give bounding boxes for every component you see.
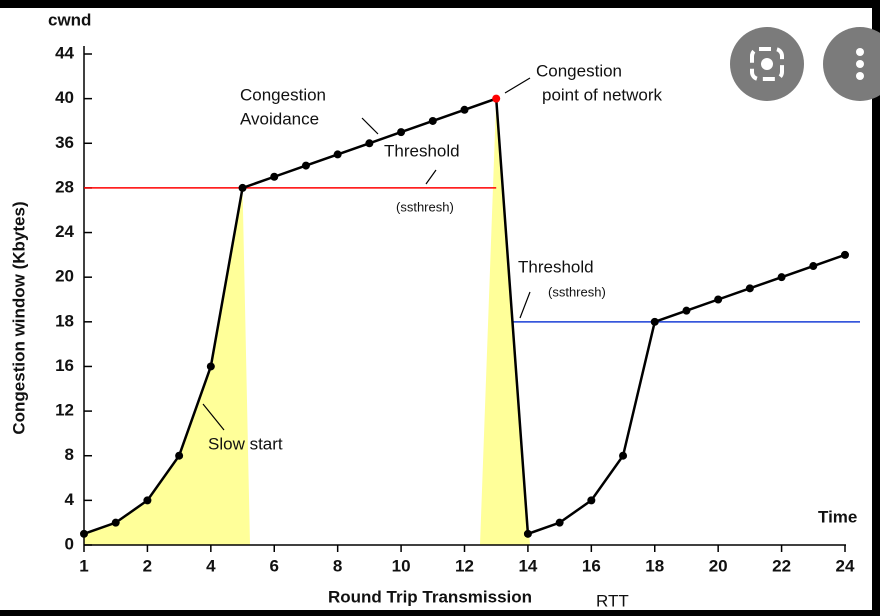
x-tick-label: 14 [518,556,537,575]
threshold-label: Threshold [384,141,460,160]
cwnd-point [301,161,310,170]
y-tick-label: 18 [55,311,74,330]
cwnd-point [777,273,786,282]
y-tick-label: 36 [55,133,74,152]
annotation: Congestion [240,85,326,104]
annotation-arrows [202,77,531,431]
y-label-top: cwnd [48,10,91,29]
x-tick-label: 6 [270,556,279,575]
drop-fill [480,98,530,546]
cwnd-point [365,139,374,148]
x-tick-label: 1 [79,556,88,575]
annotation: Slow start [208,434,283,453]
cwnd-point [714,295,723,304]
x-tick-label: 4 [206,556,216,575]
cwnd-point [428,116,437,125]
y-tick-label: 20 [55,267,74,286]
cwnd-point [809,262,818,271]
y-tick-label: 4 [65,490,75,509]
more-icon [856,48,864,80]
cwnd-point [682,306,691,315]
cwnd-point [492,94,501,103]
x-tick-label: 12 [455,556,474,575]
cwnd-point [745,284,754,293]
threshold-sublabel: (ssthresh) [548,284,606,299]
threshold-label: Threshold [518,257,594,276]
cwnd-point [619,451,628,460]
cwnd-point [333,150,342,159]
cwnd-point [460,105,469,114]
cwnd-point [143,496,152,505]
y-tick-label: 8 [65,445,74,464]
annotation: Congestion [536,61,622,80]
cwnd-point [841,250,849,259]
x-tick-label: 20 [709,556,728,575]
y-tick-label: 12 [55,401,74,420]
y-tick-label: 40 [55,88,74,107]
cwnd-point [111,518,120,527]
cwnd-point [206,362,215,371]
annotation: point of network [542,85,663,104]
x-tick-label: 8 [333,556,342,575]
cwnd-point [270,172,279,181]
y-tick-label: 44 [55,43,74,62]
x-tick-label: 24 [836,556,855,575]
lens-icon-dot [761,58,773,70]
x-tick-label: 2 [143,556,152,575]
x-unit: RTT [596,591,629,610]
y-label: Congestion window (Kbytes) [9,201,28,434]
x-end-label: Time [818,507,857,526]
x-tick-label: 22 [772,556,791,575]
cwnd-point [650,317,659,326]
annotation: Avoidance [240,109,319,128]
x-label: Round Trip Transmission [328,587,532,606]
y-tick-label: 0 [65,534,74,553]
lens-icon [750,47,784,81]
y-tick-label: 28 [55,177,74,196]
cwnd-point [523,529,532,538]
cwnd-point [587,496,596,505]
x-tick-label: 18 [645,556,664,575]
cwnd-point [238,183,247,192]
y-tick-label: 24 [55,222,74,241]
slow-start-fill [84,187,250,545]
cwnd-point [555,518,564,527]
x-tick-label: 10 [392,556,411,575]
cwnd-point [80,529,88,538]
cwnd-point [175,451,184,460]
y-tick-label: 16 [55,356,74,375]
more-button[interactable] [823,27,880,101]
x-tick-label: 16 [582,556,601,575]
threshold-sublabel: (ssthresh) [396,199,454,214]
cwnd-point [397,128,406,137]
